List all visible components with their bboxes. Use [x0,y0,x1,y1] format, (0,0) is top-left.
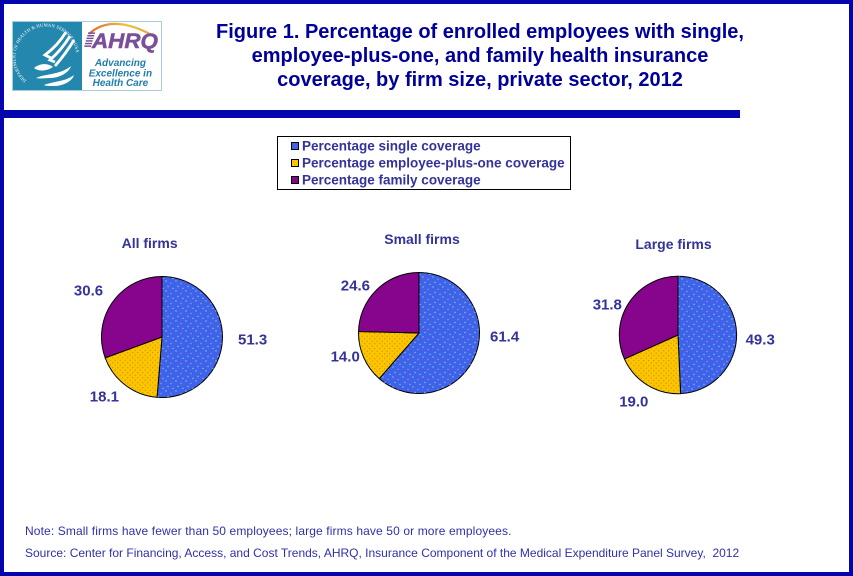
svg-text:Advancing: Advancing [94,58,146,69]
svg-text:Health Care: Health Care [93,78,149,89]
svg-text:AHRQ: AHRQ [91,30,158,53]
svg-text:Excellence in: Excellence in [89,69,152,80]
